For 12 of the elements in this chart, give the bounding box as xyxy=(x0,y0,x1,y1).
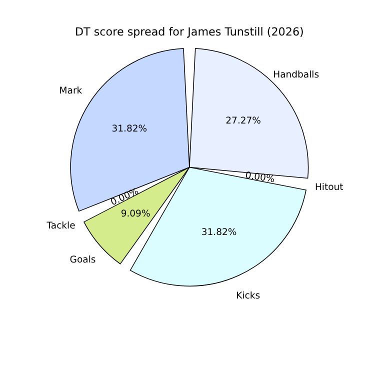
data-label: 31.82% xyxy=(112,123,148,134)
slice-label: Goals xyxy=(70,254,96,266)
data-label: 31.82% xyxy=(201,226,237,238)
slice-label: Mark xyxy=(59,86,83,97)
chart-title: DT score spread for James Tunstill (2026) xyxy=(74,25,304,38)
data-label: 27.27% xyxy=(226,115,262,126)
slice-label: Handballs xyxy=(273,70,320,81)
slice-label: Kicks xyxy=(236,290,260,302)
text: 0.00% xyxy=(244,170,276,186)
data-label: 9.09% xyxy=(120,208,150,220)
category-label: Hitout xyxy=(314,182,344,194)
category-label: Tackle xyxy=(46,220,76,232)
